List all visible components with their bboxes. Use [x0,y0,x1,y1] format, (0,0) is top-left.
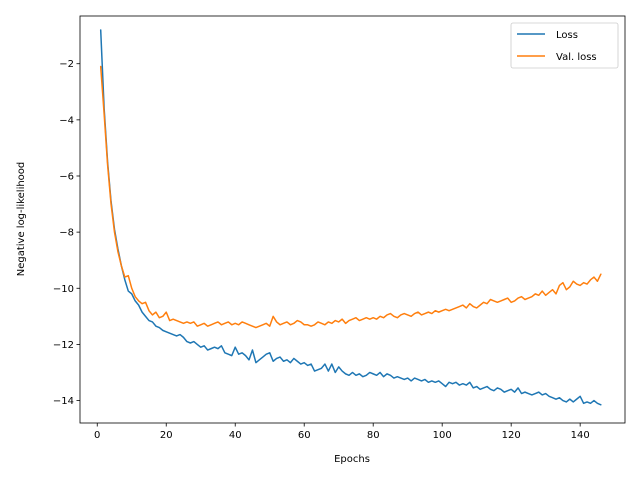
legend: Loss Val. loss [510,22,619,69]
x-tick-label: 60 [298,430,311,441]
y-axis-title: Negative log-likelihood [16,162,27,277]
series-line-val-loss [99,65,602,329]
y-axis: −14 −12 −10 −8 −6 −4 −2 [53,59,80,407]
series-layer [99,29,602,406]
y-tick-label: −4 [59,115,74,126]
y-tick-label: −6 [59,171,74,182]
plot-area [80,16,625,423]
plot-frame [79,15,626,424]
x-axis: 0 20 40 60 80 100 120 140 [94,423,590,441]
y-tick-label: −14 [53,396,74,407]
x-tick-label: 100 [433,430,452,441]
x-tick-label: 20 [160,430,173,441]
y-tick-label: −10 [53,284,74,295]
x-tick-label: 120 [502,430,521,441]
legend-label-loss: Loss [556,30,578,41]
x-tick-label: 140 [571,430,590,441]
legend-label-val-loss: Val. loss [556,52,597,63]
y-tick-label: −8 [59,228,74,239]
x-tick-label: 0 [94,430,100,441]
x-tick-label: 80 [367,430,380,441]
x-axis-title: Epochs [334,454,370,465]
series-line-loss [99,29,602,406]
x-tick-label: 40 [229,430,242,441]
y-tick-label: −2 [59,59,74,70]
y-tick-label: −12 [53,340,74,351]
